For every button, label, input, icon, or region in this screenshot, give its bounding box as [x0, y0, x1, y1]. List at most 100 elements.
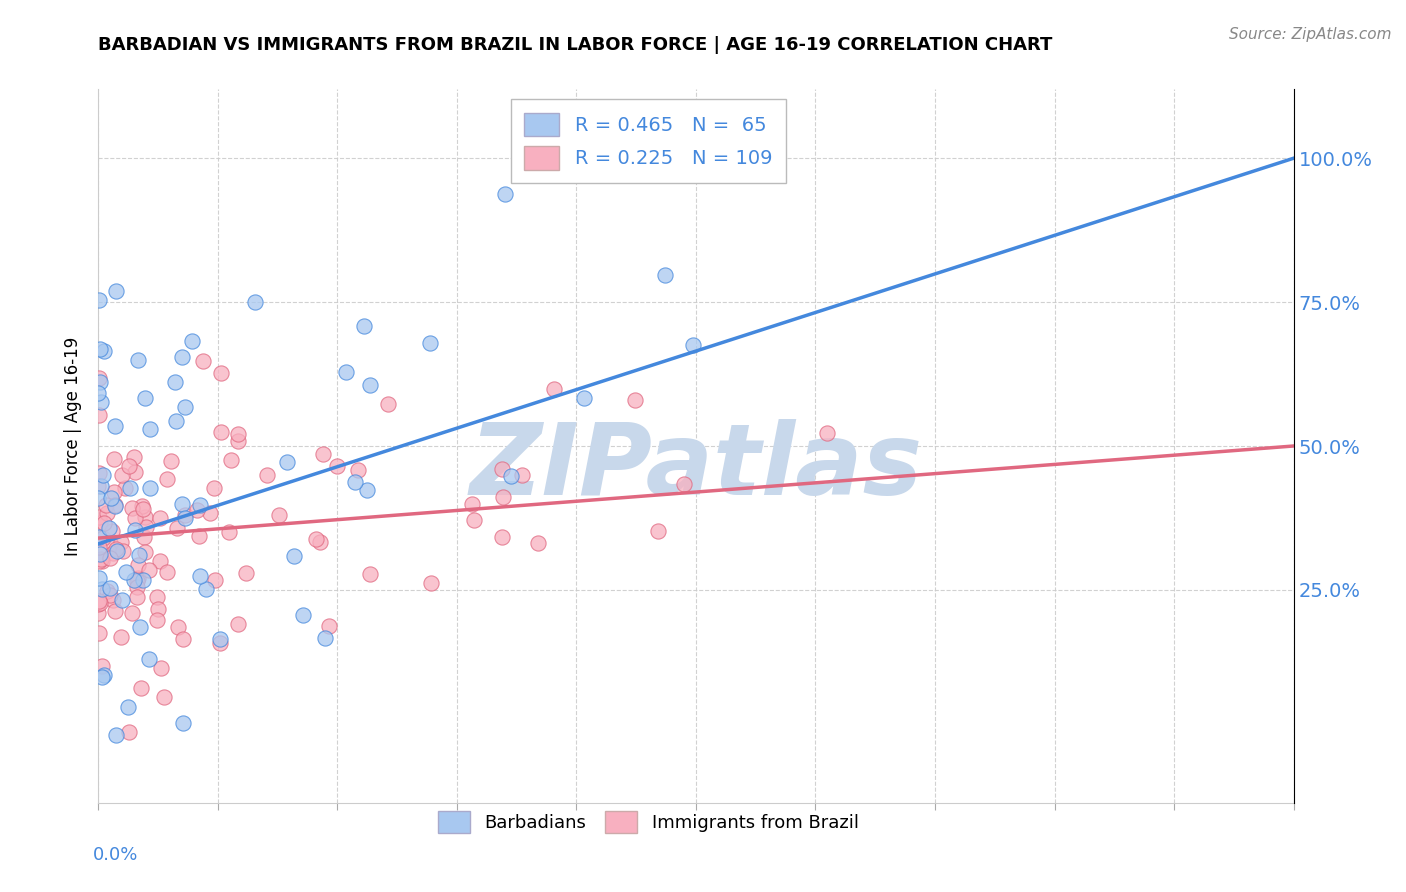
Text: ZIPatlas: ZIPatlas: [470, 419, 922, 516]
Point: [87, 466, 110, 480]
Point: [89, 371, 111, 385]
Point: [218, 525, 240, 540]
Point: [118, 724, 141, 739]
Point: [128, 548, 150, 562]
Point: [173, 508, 195, 522]
Point: [103, 485, 125, 500]
Point: [491, 530, 513, 544]
Point: [494, 186, 516, 201]
Point: [420, 576, 443, 591]
Point: [146, 590, 169, 604]
Point: [209, 366, 232, 380]
Point: [121, 606, 143, 620]
Point: [100, 581, 122, 595]
Point: [90, 394, 112, 409]
Point: [156, 472, 179, 486]
Point: [127, 558, 149, 572]
Point: [134, 545, 156, 559]
Point: [156, 565, 179, 579]
Point: [134, 509, 156, 524]
Point: [165, 375, 187, 389]
Point: [267, 508, 290, 523]
Point: [226, 616, 249, 631]
Point: [87, 479, 110, 493]
Point: [235, 566, 257, 580]
Point: [104, 499, 127, 513]
Point: [90, 554, 112, 568]
Point: [174, 401, 197, 415]
Point: [150, 660, 173, 674]
Point: [111, 543, 134, 558]
Point: [191, 354, 214, 368]
Point: [90, 659, 112, 673]
Point: [543, 382, 565, 396]
Point: [153, 690, 176, 704]
Point: [318, 619, 340, 633]
Point: [347, 462, 370, 476]
Point: [101, 592, 124, 607]
Point: [91, 670, 114, 684]
Point: [101, 524, 124, 538]
Point: [104, 604, 127, 618]
Point: [127, 574, 149, 589]
Point: [111, 467, 134, 482]
Point: [172, 632, 194, 646]
Point: [146, 613, 169, 627]
Point: [105, 544, 128, 558]
Point: [134, 529, 156, 543]
Text: 0.0%: 0.0%: [93, 846, 138, 863]
Point: [98, 588, 121, 602]
Point: [90, 479, 112, 493]
Point: [87, 293, 110, 308]
Point: [131, 499, 153, 513]
Point: [165, 414, 187, 428]
Point: [335, 365, 357, 379]
Point: [104, 498, 127, 512]
Point: [149, 554, 172, 568]
Point: [91, 468, 114, 483]
Point: [305, 533, 328, 547]
Point: [104, 418, 127, 433]
Point: [170, 497, 193, 511]
Point: [276, 454, 298, 468]
Point: [291, 608, 314, 623]
Point: [343, 475, 366, 490]
Point: [111, 593, 134, 607]
Point: [124, 466, 146, 480]
Point: [499, 469, 522, 483]
Point: [139, 481, 162, 495]
Point: [527, 536, 550, 550]
Point: [682, 337, 704, 351]
Point: [204, 573, 226, 587]
Point: [131, 502, 153, 516]
Point: [188, 529, 211, 543]
Point: [138, 652, 160, 666]
Point: [89, 596, 111, 610]
Point: [117, 700, 139, 714]
Point: [149, 510, 172, 524]
Point: [219, 453, 242, 467]
Point: [172, 350, 194, 364]
Point: [104, 728, 127, 742]
Point: [129, 620, 152, 634]
Point: [100, 491, 122, 505]
Point: [118, 481, 141, 495]
Point: [359, 567, 381, 582]
Point: [124, 524, 146, 538]
Point: [131, 681, 153, 696]
Point: [89, 343, 111, 357]
Point: [377, 397, 399, 411]
Point: [135, 520, 157, 534]
Point: [127, 571, 149, 585]
Point: [359, 378, 381, 392]
Point: [174, 511, 197, 525]
Point: [103, 451, 125, 466]
Point: [160, 454, 183, 468]
Point: [419, 335, 441, 350]
Text: Source: ZipAtlas.com: Source: ZipAtlas.com: [1229, 27, 1392, 42]
Point: [89, 408, 111, 422]
Point: [114, 481, 136, 495]
Point: [89, 547, 111, 561]
Point: [166, 521, 188, 535]
Point: [96, 506, 118, 520]
